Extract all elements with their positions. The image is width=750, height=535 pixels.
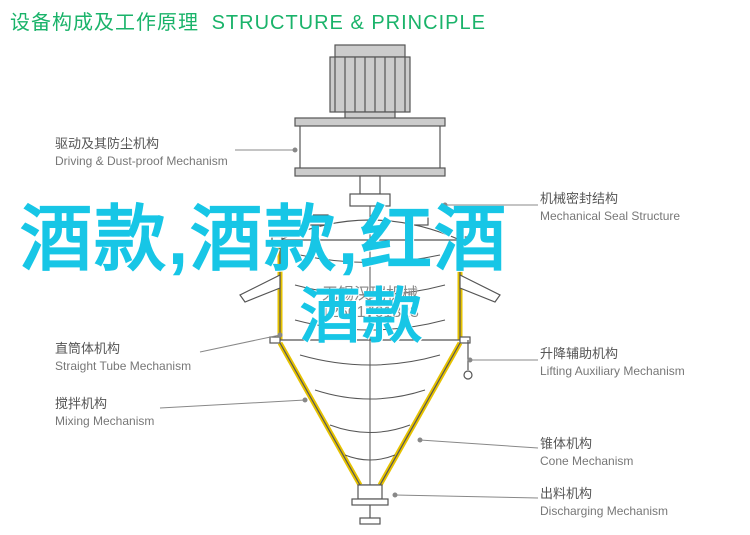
overlay-line2: 酒款 xyxy=(300,268,424,355)
label-cone-cn: 锥体机构 xyxy=(540,435,633,453)
label-discharge: 出料机构 Discharging Mechanism xyxy=(540,485,668,519)
page-title: 设备构成及工作原理 STRUCTURE & PRINCIPLE xyxy=(10,6,486,35)
label-seal-cn: 机械密封结构 xyxy=(540,190,680,208)
label-discharge-en: Discharging Mechanism xyxy=(540,503,668,519)
label-tube-cn: 直筒体机构 xyxy=(55,340,191,358)
label-tube-en: Straight Tube Mechanism xyxy=(55,358,191,374)
label-driving-en: Driving & Dust-proof Mechanism xyxy=(55,153,228,169)
label-cone: 锥体机构 Cone Mechanism xyxy=(540,435,633,469)
label-driving: 驱动及其防尘机构 Driving & Dust-proof Mechanism xyxy=(55,135,228,169)
label-lift-en: Lifting Auxiliary Mechanism xyxy=(540,363,685,379)
label-mix-cn: 搅拌机构 xyxy=(55,395,154,413)
label-mix-en: Mixing Mechanism xyxy=(55,413,154,429)
label-tube: 直筒体机构 Straight Tube Mechanism xyxy=(55,340,191,374)
label-lift: 升降辅助机构 Lifting Auxiliary Mechanism xyxy=(540,345,685,379)
title-cn: 设备构成及工作原理 xyxy=(10,12,199,34)
overlay-line1: 酒款,酒款,红酒 xyxy=(20,180,508,285)
label-cone-en: Cone Mechanism xyxy=(540,453,633,469)
label-seal: 机械密封结构 Mechanical Seal Structure xyxy=(540,190,680,224)
label-driving-cn: 驱动及其防尘机构 xyxy=(55,135,228,153)
label-discharge-cn: 出料机构 xyxy=(540,485,668,503)
label-seal-en: Mechanical Seal Structure xyxy=(540,208,680,224)
label-mix: 搅拌机构 Mixing Mechanism xyxy=(55,395,154,429)
label-lift-cn: 升降辅助机构 xyxy=(540,345,685,363)
title-en: STRUCTURE & PRINCIPLE xyxy=(212,12,486,34)
